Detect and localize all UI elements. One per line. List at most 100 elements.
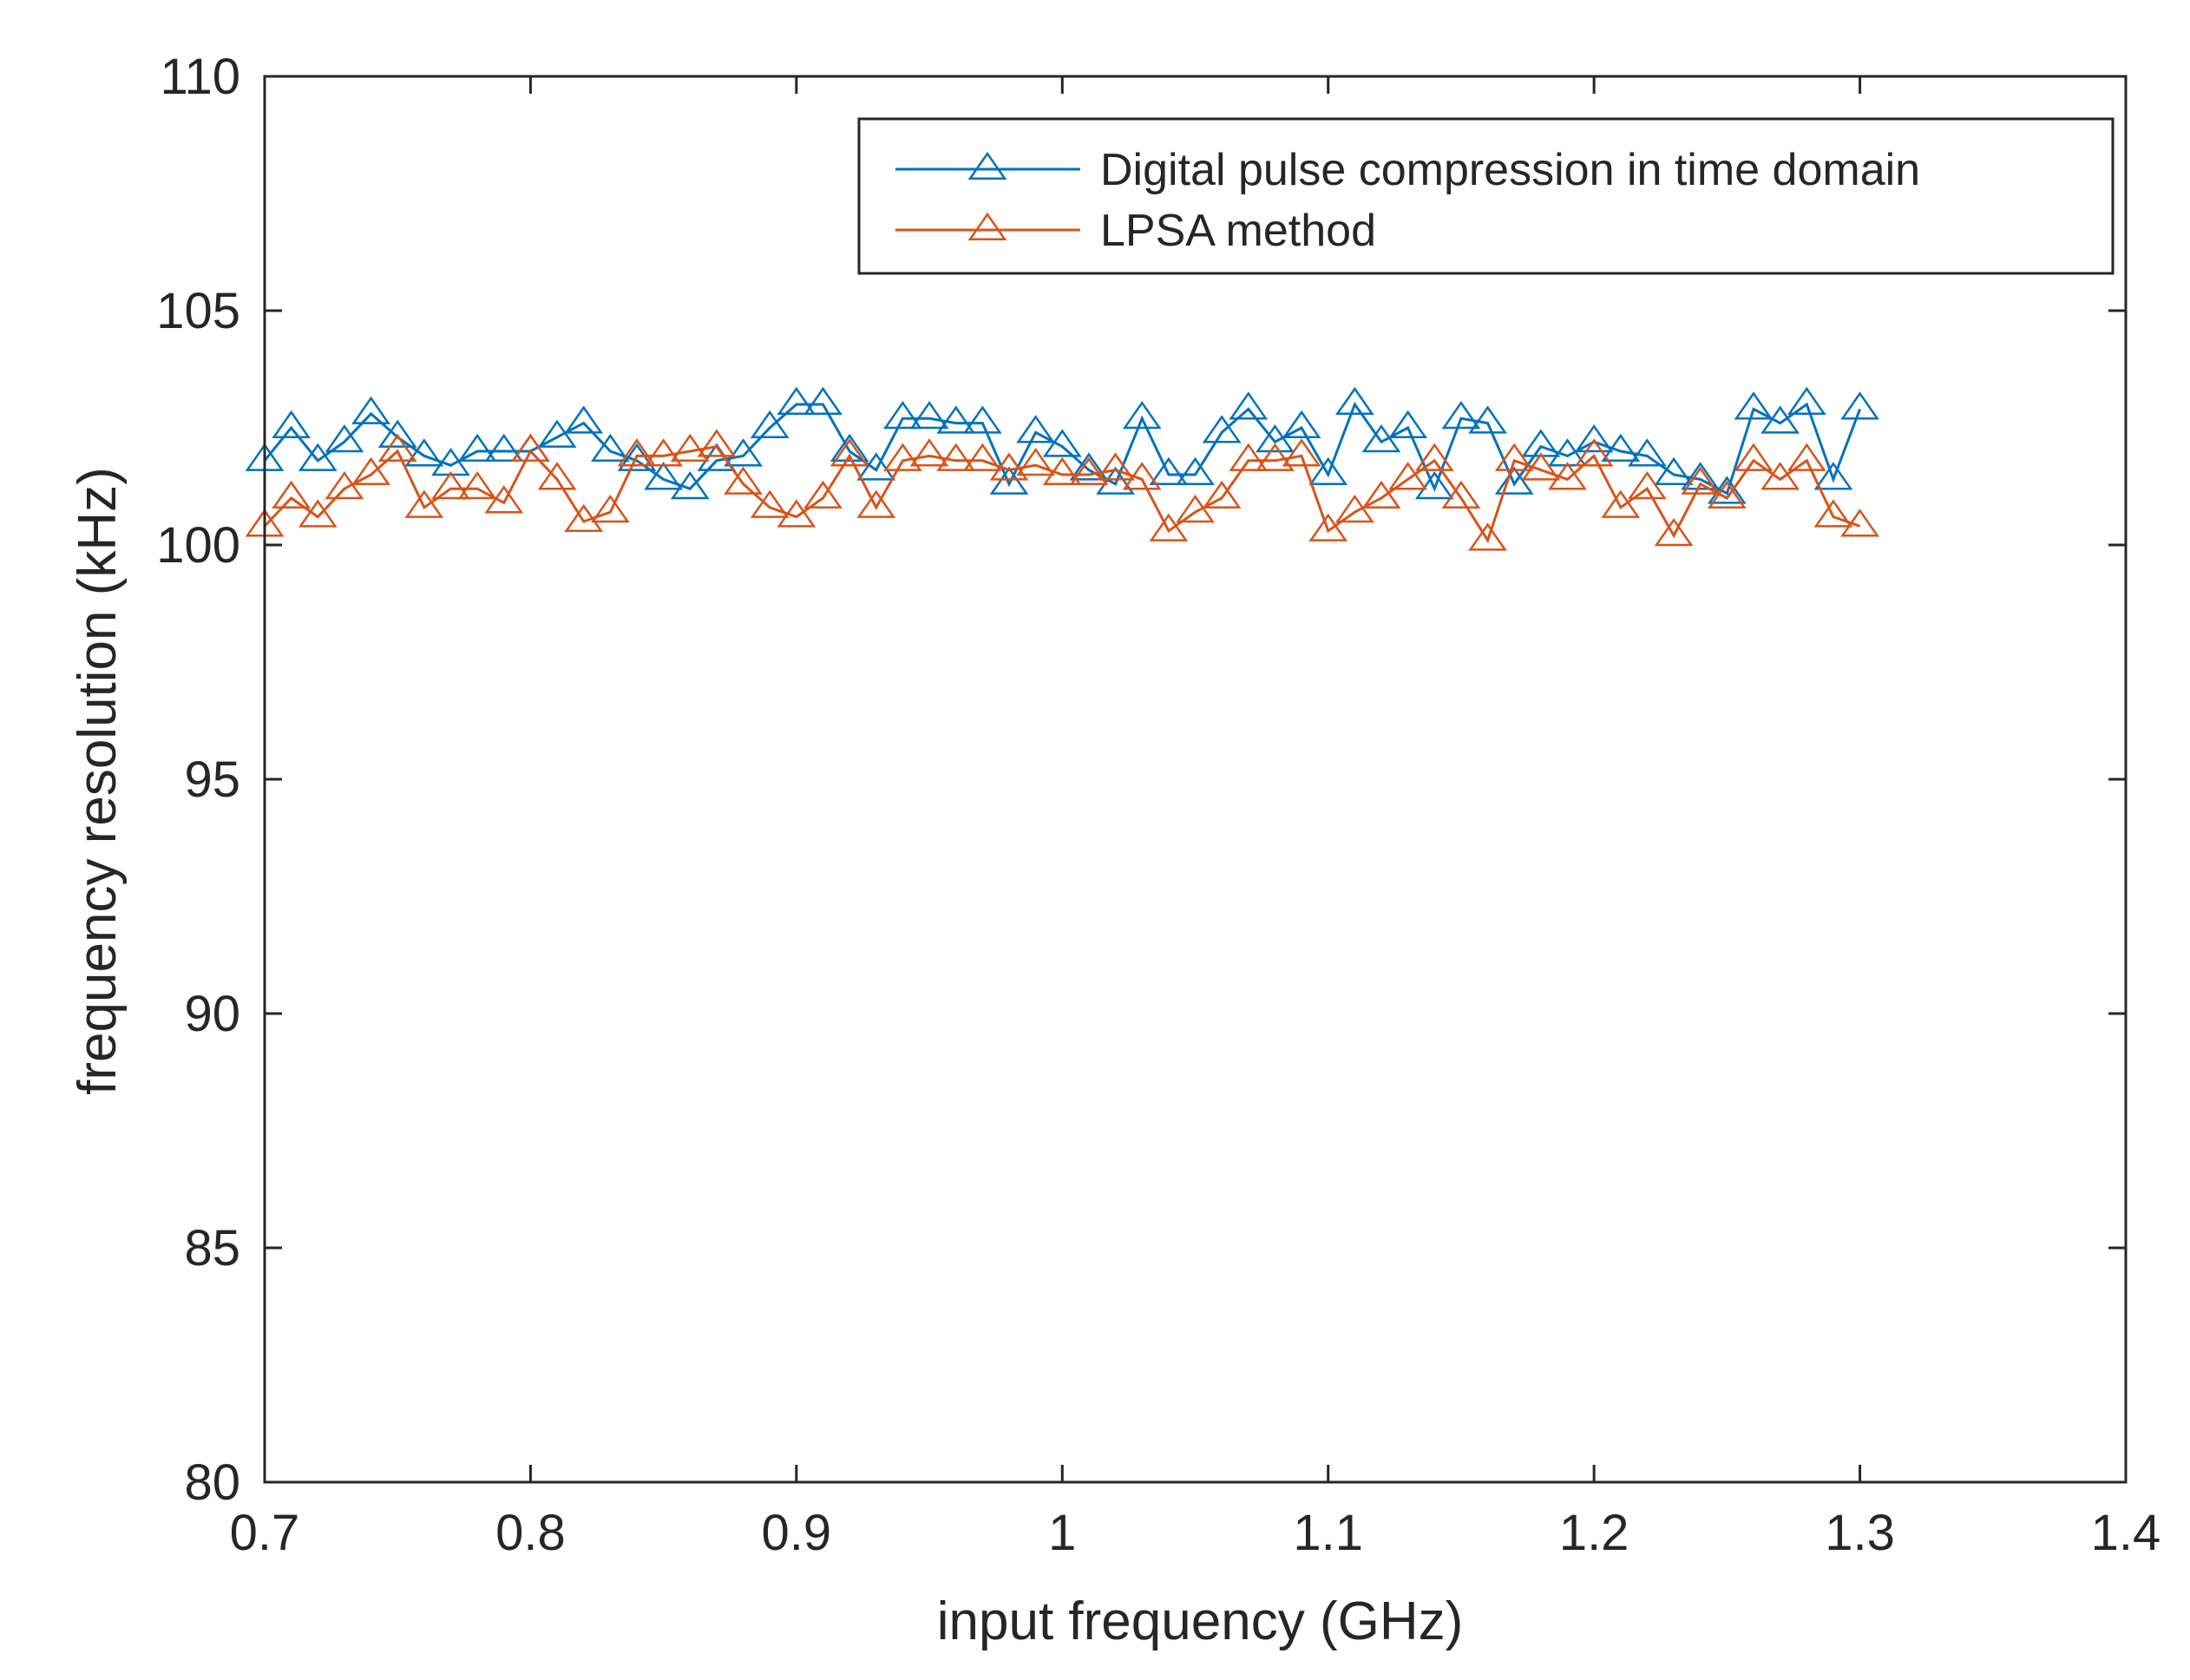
series-1-point [1441,401,1481,430]
y-tick-label: 95 [184,751,240,808]
series-1-point [1149,456,1189,486]
x-tick-label: 0.8 [495,1505,566,1561]
series-2-point [484,485,524,514]
series-2-point [909,438,949,467]
series-2-point [1202,480,1242,509]
x-tick-label: 1.3 [1825,1505,1895,1561]
series-2-point [1149,513,1189,541]
y-tick-label: 100 [156,517,240,574]
series-2-point [883,443,922,471]
series-1-point [1414,471,1454,500]
series-2-point [1042,456,1082,486]
x-tick-label: 0.7 [230,1505,300,1561]
legend-entry-1: Digital pulse compression in time domain [895,145,1920,195]
series-1-point [750,410,790,439]
series-2-point [272,480,311,509]
series-2-point [829,438,869,467]
axes-layer: 0.7 0.8 0.9 1 1.1 1.2 1.3 1.4 80 85 90 95 100 105 110 [156,49,2160,1561]
series-2-point [1282,438,1321,467]
y-tick-label: 80 [184,1454,240,1511]
series-1-point [644,462,684,490]
series-1-point [1069,452,1109,481]
series-2-point [1334,495,1374,523]
series-1-point [1707,476,1747,504]
series-1-point [909,401,949,430]
series-1-point [962,405,1002,434]
series-2-point [803,480,843,509]
series-1-point [377,419,417,448]
series-1-point [272,410,311,439]
series-1-point [1308,456,1348,486]
series-1-point [1787,386,1826,416]
series-2-point [1122,462,1162,490]
series-2-point [1096,452,1135,481]
plot-background [265,76,2126,1482]
series-2-point [1069,456,1109,486]
series-2-point [590,495,630,523]
series-1-point [1681,462,1721,490]
y-tick-label: 85 [184,1220,240,1276]
series-2-point [1601,489,1641,518]
series-2-point [1654,518,1694,547]
legend-marker [967,151,1007,180]
series-2-point [511,433,550,463]
series-2-point [537,462,577,490]
series-1-point [537,419,577,448]
plot-area [265,76,2126,1482]
series-1-point [1256,424,1295,453]
series-1-point [1734,391,1774,420]
series-1-point [1761,405,1800,434]
y-tick-label: 90 [184,986,240,1042]
series-2-point [962,443,1002,471]
series-2-line [263,444,1861,544]
series-2-point [1707,480,1747,509]
series-2-point [1734,443,1774,471]
series-1-point [989,466,1029,495]
series-2-point [1681,466,1721,495]
series-2-point [351,456,390,486]
series-1-point [1122,401,1162,430]
x-tick-label: 1.4 [2091,1505,2161,1561]
x-axis-label: input frequency (GHz) [937,1591,1463,1651]
series-2-point [617,438,657,467]
series-1-point [1202,415,1242,443]
series-2-point [298,499,338,528]
series-1-point [1334,386,1374,416]
series-1-point [1813,462,1853,490]
series-1-point [936,405,976,434]
series-2-point [724,466,763,495]
series-2-point [1016,448,1056,476]
series-2-point [856,489,896,518]
series-1-point [457,433,497,463]
series-2-point [1813,499,1853,528]
legend-label: Digital pulse compression in time domain [1100,145,1920,195]
series-1-point [564,405,604,434]
series-2-point [989,452,1029,481]
series-2-point [750,489,790,518]
series-2-point [1256,443,1295,471]
series-2-point [404,489,444,518]
series-1-point [829,433,869,463]
x-tick-label: 0.9 [762,1505,832,1561]
series-1-point [617,443,657,471]
legend-entry-2: LPSA method [895,206,1376,256]
series-2-point [644,438,684,467]
series-1-point [724,438,763,467]
series-2-point [1308,513,1348,541]
y-tick-label: 110 [161,49,240,105]
series-1-point [670,471,710,500]
series-layer [245,386,1879,551]
series-2-point [777,499,816,528]
series-2-point [377,433,417,463]
series-2-point [1494,443,1534,471]
series-1-point [1574,424,1614,453]
series-2-point [1628,471,1667,500]
series-2-point [1229,443,1269,471]
series-1-point [803,386,843,416]
legend-box [857,117,2115,275]
legend-label: LPSA method [1100,206,1376,256]
series-1-point [1601,433,1641,463]
series-2-point [1414,443,1454,471]
series-2-point [1361,480,1401,509]
legend-marker [967,212,1007,241]
